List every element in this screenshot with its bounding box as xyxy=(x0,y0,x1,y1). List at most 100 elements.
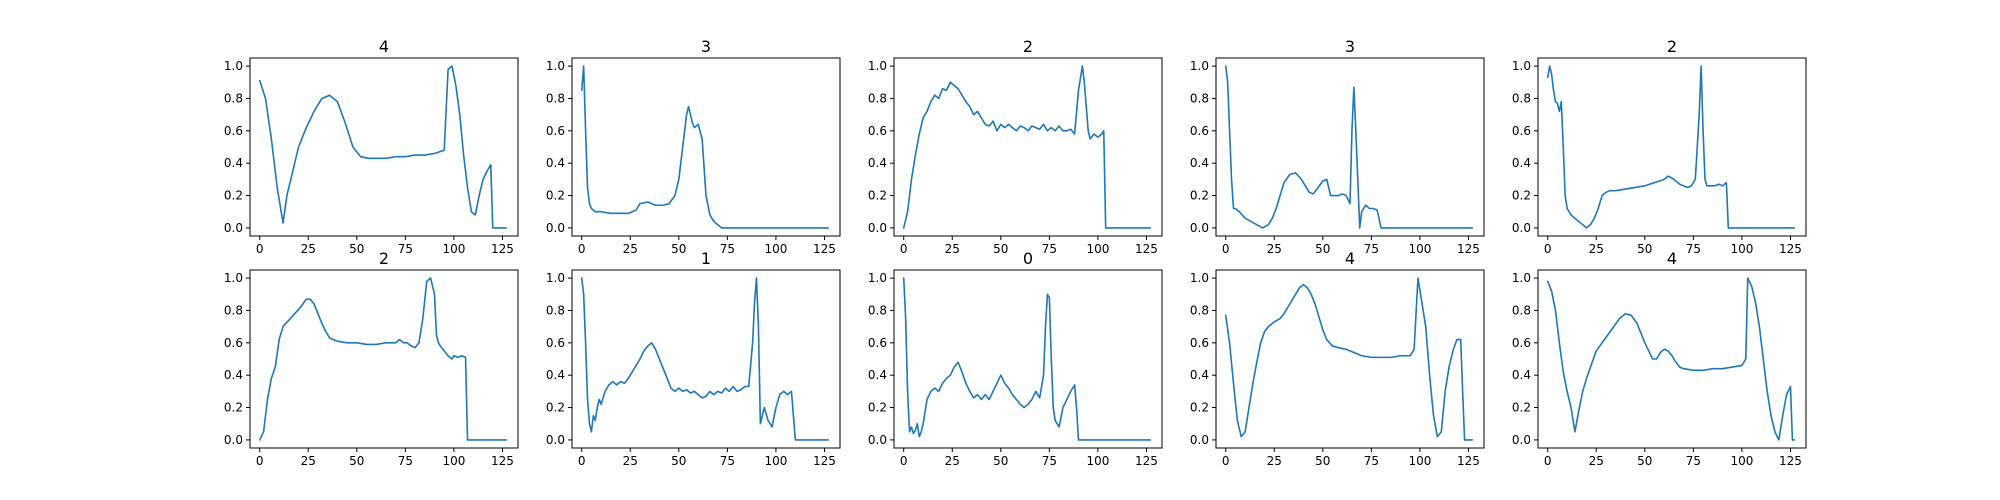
y-tick-label: 0.2 xyxy=(1512,401,1531,415)
x-tick-label: 50 xyxy=(993,454,1008,468)
x-tick-label: 75 xyxy=(720,242,735,256)
series-line xyxy=(580,277,830,441)
series-line xyxy=(258,65,508,229)
x-tick-label: 75 xyxy=(1042,242,1057,256)
subplot-1: 0 25 50 75 100 125 0.0 0.2 0.4 0.6 0.8 1.0 4 xyxy=(224,37,519,256)
y-tick-label: 0.2 xyxy=(224,189,243,203)
x-tick-label: 0 xyxy=(1544,242,1552,256)
y-tick-label: 0.2 xyxy=(1190,401,1209,415)
x-tick-label: 75 xyxy=(1364,242,1379,256)
x-tick-label: 125 xyxy=(1135,454,1158,468)
x-tick-label: 50 xyxy=(349,454,364,468)
y-tick-label: 1.0 xyxy=(546,59,565,73)
y-tick-label: 1.0 xyxy=(868,271,887,285)
plot-frame xyxy=(1537,57,1807,237)
y-tick-label: 0.6 xyxy=(224,336,243,350)
y-tick-label: 0.6 xyxy=(546,124,565,138)
x-tick-label: 100 xyxy=(1408,242,1431,256)
y-tick-label: 0.8 xyxy=(868,91,887,105)
y-tick-label: 0.0 xyxy=(1512,433,1531,447)
x-tick-label: 75 xyxy=(1364,454,1379,468)
y-tick-label: 0.6 xyxy=(224,124,243,138)
y-tick-label: 0.0 xyxy=(868,433,887,447)
x-tick-label: 75 xyxy=(398,242,413,256)
x-tick-label: 0 xyxy=(1222,454,1230,468)
y-tick-label: 0.6 xyxy=(868,124,887,138)
series-line xyxy=(258,277,508,441)
x-tick-label: 100 xyxy=(1086,454,1109,468)
plot-frame xyxy=(571,57,841,237)
plot-frame xyxy=(893,57,1163,237)
x-tick-label: 125 xyxy=(491,454,514,468)
series-line xyxy=(580,65,830,229)
subplot-2: 0 25 50 75 100 125 0.0 0.2 0.4 0.6 0.8 1.0 3 xyxy=(546,37,841,256)
x-tick-label: 100 xyxy=(764,454,787,468)
x-tick-label: 100 xyxy=(1730,454,1753,468)
y-tick-label: 0.8 xyxy=(1512,91,1531,105)
x-tick-label: 125 xyxy=(1457,454,1480,468)
y-tick-label: 0.8 xyxy=(1512,303,1531,317)
series-line xyxy=(1224,65,1474,229)
y-tick-label: 1.0 xyxy=(546,271,565,285)
subplot-title: 3 xyxy=(701,37,711,56)
x-tick-label: 75 xyxy=(1686,454,1701,468)
x-tick-label: 100 xyxy=(1730,242,1753,256)
x-tick-label: 125 xyxy=(1457,242,1480,256)
x-tick-label: 100 xyxy=(1408,454,1431,468)
x-tick-label: 0 xyxy=(1222,242,1230,256)
y-tick-label: 0.0 xyxy=(224,221,243,235)
x-tick-label: 25 xyxy=(1267,242,1282,256)
y-tick-label: 1.0 xyxy=(1190,271,1209,285)
y-tick-label: 0.6 xyxy=(1190,336,1209,350)
y-tick-label: 0.8 xyxy=(868,303,887,317)
y-tick-label: 1.0 xyxy=(1512,271,1531,285)
x-tick-label: 25 xyxy=(945,242,960,256)
plot-frame xyxy=(249,269,519,449)
x-tick-label: 125 xyxy=(813,454,836,468)
subplot-title: 2 xyxy=(1667,37,1677,56)
y-tick-label: 0.4 xyxy=(1512,368,1531,382)
subplot-3: 0 25 50 75 100 125 0.0 0.2 0.4 0.6 0.8 1.0 2 xyxy=(868,37,1163,256)
y-tick-label: 0.6 xyxy=(1512,124,1531,138)
x-tick-label: 100 xyxy=(1086,242,1109,256)
series-line xyxy=(902,277,1152,441)
y-tick-label: 0.4 xyxy=(546,368,565,382)
y-tick-label: 1.0 xyxy=(224,271,243,285)
y-tick-label: 0.2 xyxy=(868,401,887,415)
x-tick-label: 25 xyxy=(623,242,638,256)
subplot-7: 0 25 50 75 100 125 0.0 0.2 0.4 0.6 0.8 1.0 1 xyxy=(546,249,841,468)
x-tick-label: 125 xyxy=(813,242,836,256)
x-tick-label: 25 xyxy=(1589,454,1604,468)
y-tick-label: 0.4 xyxy=(1512,156,1531,170)
x-tick-label: 75 xyxy=(720,454,735,468)
y-tick-label: 0.4 xyxy=(224,368,243,382)
x-tick-label: 50 xyxy=(1315,242,1330,256)
plot-frame xyxy=(893,269,1163,449)
x-tick-label: 125 xyxy=(1779,242,1802,256)
y-tick-label: 1.0 xyxy=(224,59,243,73)
y-tick-label: 0.6 xyxy=(868,336,887,350)
subplot-title: 2 xyxy=(1023,37,1033,56)
x-tick-label: 0 xyxy=(578,454,586,468)
x-tick-label: 50 xyxy=(671,242,686,256)
plot-frame xyxy=(571,269,841,449)
series-line xyxy=(902,65,1152,229)
y-tick-label: 0.0 xyxy=(546,221,565,235)
series-line xyxy=(1546,277,1796,441)
subplot-9: 0 25 50 75 100 125 0.0 0.2 0.4 0.6 0.8 1.0 4 xyxy=(1190,249,1485,468)
subplot-title: 1 xyxy=(701,249,711,268)
y-tick-label: 0.6 xyxy=(546,336,565,350)
x-tick-label: 0 xyxy=(1544,454,1552,468)
subplot-4: 0 25 50 75 100 125 0.0 0.2 0.4 0.6 0.8 1.0 3 xyxy=(1190,37,1485,256)
y-tick-label: 0.2 xyxy=(546,401,565,415)
y-tick-label: 0.8 xyxy=(1190,91,1209,105)
y-tick-label: 0.6 xyxy=(1190,124,1209,138)
plot-frame xyxy=(249,57,519,237)
y-tick-label: 0.4 xyxy=(868,156,887,170)
subplot-title: 3 xyxy=(1345,37,1355,56)
subplot-10: 0 25 50 75 100 125 0.0 0.2 0.4 0.6 0.8 1.0 4 xyxy=(1512,249,1807,468)
x-tick-label: 50 xyxy=(1637,242,1652,256)
y-tick-label: 0.0 xyxy=(1512,221,1531,235)
